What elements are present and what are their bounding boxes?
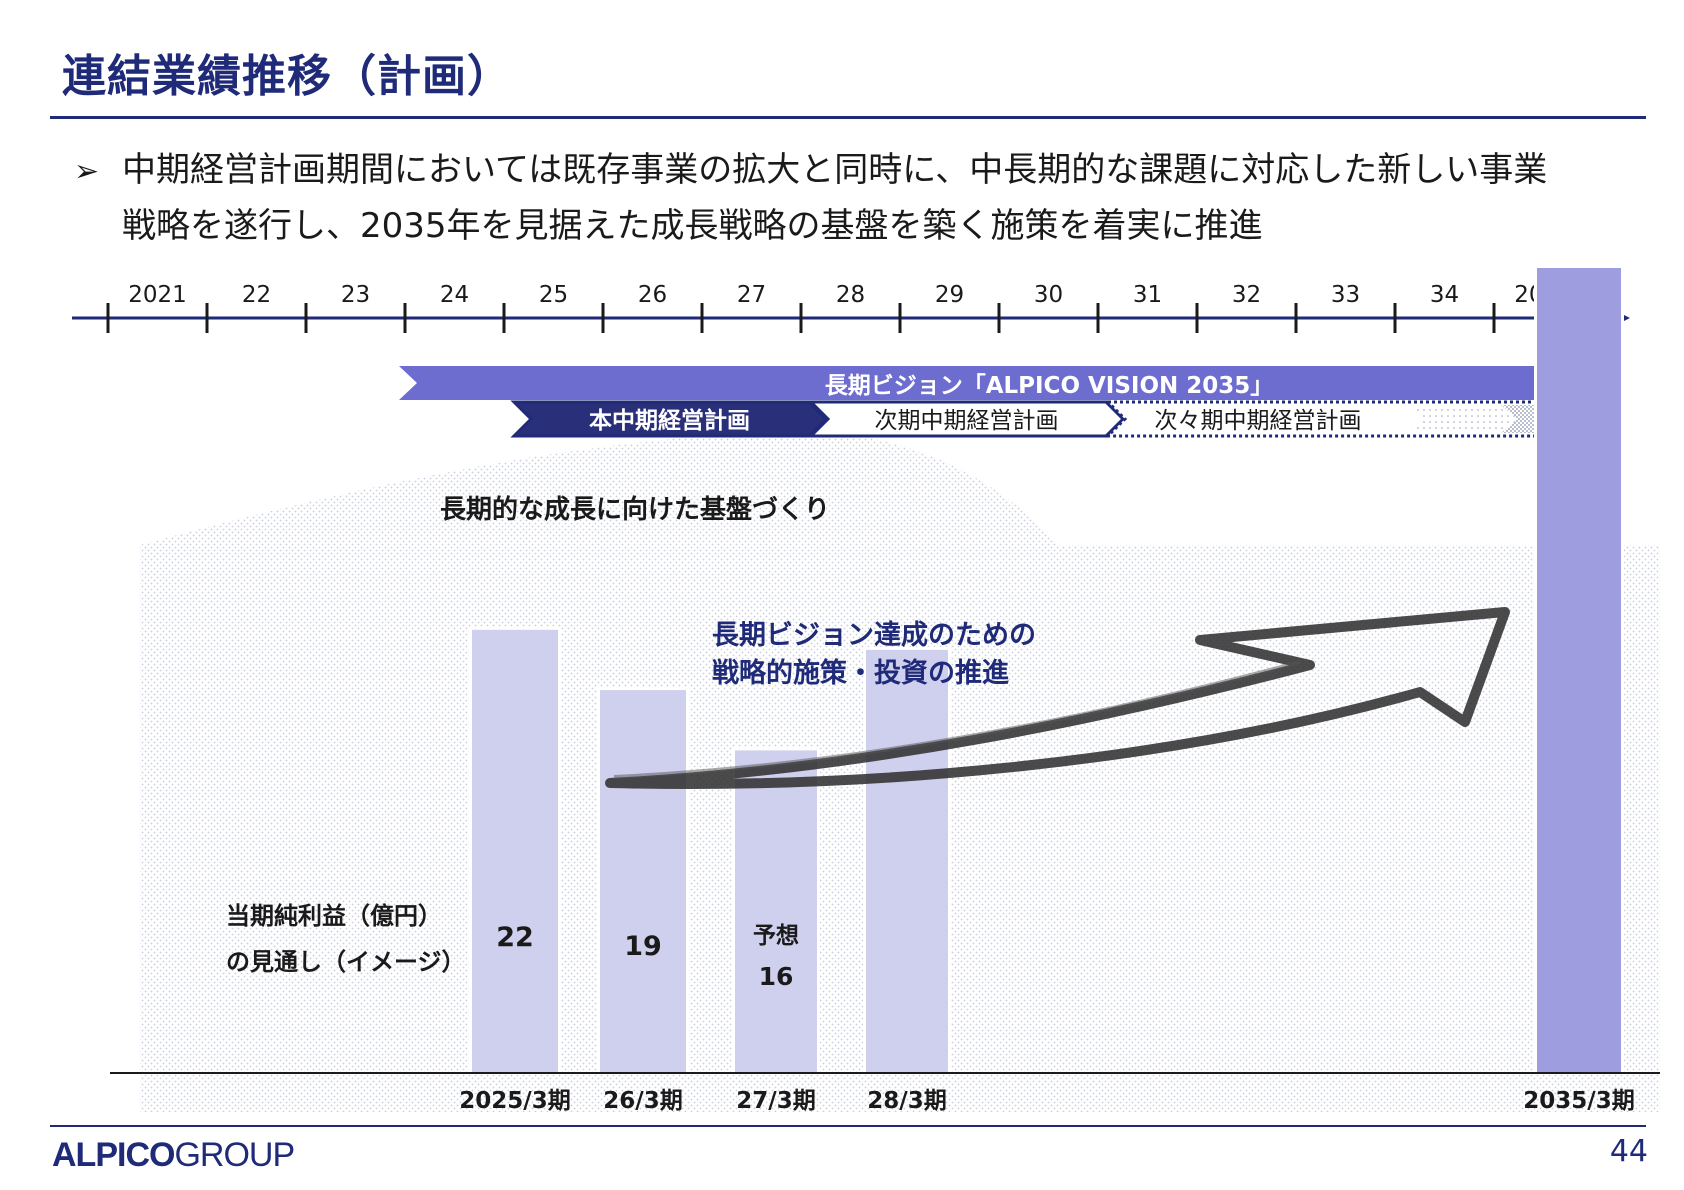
timeline: 2021222324252627282930313233342035 [72, 282, 1630, 333]
timeline-year-label: 26 [638, 282, 667, 308]
timeline-year-label: 25 [539, 282, 568, 308]
bullet-text-line-1: 中期経営計画期間においては既存事業の拡大と同時に、中長期的な課題に対応した新しい… [122, 150, 1548, 190]
growth-arrow-icon [605, 607, 1510, 789]
foundation-label: 長期的な成長に向けた基盤づくり [440, 494, 830, 525]
bar-data-label: 22 [496, 922, 534, 953]
category-label: 28/3期 [867, 1088, 946, 1114]
timeline-year-label: 32 [1232, 282, 1261, 308]
y-axis-label-line-2: の見通し（イメージ） [226, 948, 466, 976]
company-logo: ALPICOGROUP [52, 1136, 295, 1175]
arrow-label-line-2: 戦略的施策・投資の推進 [712, 657, 1009, 689]
timeline-year-label: 28 [836, 282, 865, 308]
bar-data-label: 19 [624, 931, 662, 962]
category-label: 2035/3期 [1523, 1088, 1634, 1114]
timeline-year-label: 31 [1133, 282, 1162, 308]
timeline-year-label: 23 [341, 282, 370, 308]
page-number: 44 [1609, 1134, 1648, 1169]
timeline-year-label: 29 [935, 282, 964, 308]
vision-band [399, 366, 1597, 400]
timeline-year-label: 33 [1331, 282, 1360, 308]
bar [866, 649, 948, 1072]
profit-bars: 22 2025/3期 19 26/3期 予想 16 27/3期 28/3期 2035/3期 [459, 265, 1635, 1114]
timeline-year-label: 27 [737, 282, 766, 308]
category-label: 27/3期 [736, 1088, 815, 1114]
category-label: 26/3期 [603, 1088, 682, 1114]
timeline-year-label: 2021 [128, 282, 187, 308]
plan-label: 次期中期経営計画 [875, 408, 1059, 434]
timeline-year-label: 34 [1430, 282, 1459, 308]
plan-label: 本中期経営計画 [589, 407, 750, 434]
page-title: 連結業績推移（計画） [62, 51, 512, 102]
bar [600, 690, 686, 1072]
category-label: 2025/3期 [459, 1088, 570, 1114]
logo-light-text: GROUP [174, 1136, 295, 1174]
bullet-arrow-icon: ➢ [74, 154, 100, 189]
bar [735, 750, 817, 1072]
footer-divider [50, 1125, 1646, 1127]
vision-band-label: 長期ビジョン「ALPICO VISION 2035」 [825, 373, 1274, 399]
bar [472, 629, 558, 1072]
bar [1537, 268, 1621, 1072]
bullet-text-line-2: 戦略を遂行し、2035年を見据えた成長戦略の基盤を築く施策を着実に推進 [122, 206, 1263, 246]
timeline-year-label: 22 [242, 282, 271, 308]
arrow-label-line-1: 長期ビジョン達成のための [712, 620, 1036, 651]
title-divider [50, 116, 1646, 119]
y-axis-label-line-1: 当期純利益（億円） [226, 902, 442, 930]
logo-strong-text: ALPICO [52, 1136, 175, 1174]
vision-band-group: 長期ビジョン「ALPICO VISION 2035」本中期経営計画 次期中期経営計… [399, 366, 1621, 438]
plan-label: 次々期中期経営計画 [1155, 408, 1362, 434]
timeline-year-label: 24 [440, 282, 469, 308]
forecast-label: 予想 [753, 923, 799, 949]
bar-data-label: 16 [759, 962, 794, 991]
timeline-year-label: 30 [1034, 282, 1063, 308]
